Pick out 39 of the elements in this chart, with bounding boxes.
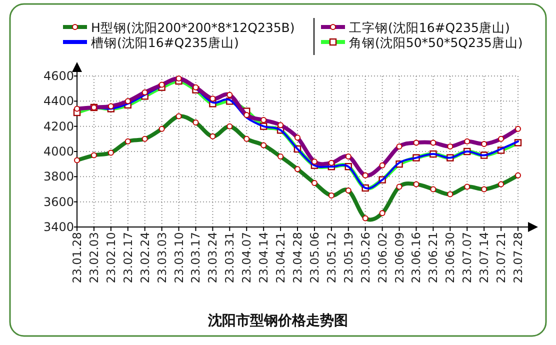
y-tick-label: 4200 <box>43 119 74 134</box>
y-tick-label: 4000 <box>43 144 74 158</box>
legend-label: 槽钢(沈阳16#Q235唐山) <box>91 35 239 50</box>
x-tick-label: 23.06.09 <box>392 232 406 284</box>
x-tick-label: 23.05.26 <box>358 232 372 284</box>
x-tick-label: 23.03.10 <box>172 232 186 284</box>
x-tick-label: 23.05.19 <box>341 232 356 284</box>
x-tick-label: 23.05.12 <box>324 232 338 284</box>
x-tick-label: 23.06.30 <box>443 232 458 284</box>
x-tick-label: 23.06.16 <box>409 232 424 284</box>
x-tick-label: 23.02.17 <box>120 232 135 284</box>
x-tick-label: 23.04.28 <box>290 232 304 284</box>
x-tick-label: 23.04.21 <box>274 232 288 284</box>
x-tick-label: 23.06.02 <box>375 232 390 284</box>
text: 沈阳市型钢价格走势图 <box>207 312 348 329</box>
x-tick-label: 23.04.14 <box>256 232 271 284</box>
x-tick-label: 23.03.24 <box>206 232 220 284</box>
legend-label: H型钢(沈阳200*200*8*12Q235B) <box>91 20 295 35</box>
x-tick-label: 23.06.21 <box>426 232 440 284</box>
y-tick-label: 4400 <box>43 94 74 108</box>
x-tick-label: 23.03.17 <box>188 232 203 284</box>
y-tick-label: 3600 <box>43 194 74 209</box>
x-tick-label: 23.07.21 <box>494 232 508 284</box>
x-tick-label: 23.03.03 <box>154 232 169 284</box>
y-tick-label: 3800 <box>43 170 74 184</box>
x-tick-label: 23.02.24 <box>138 232 152 284</box>
x-tick-label: 23.05.06 <box>307 232 322 284</box>
x-tick-label: 23.07.28 <box>511 232 525 284</box>
x-tick-label: 23.02.03 <box>86 232 101 284</box>
x-tick-label: 23.07.14 <box>477 232 492 284</box>
x-tick-label: 23.04.07 <box>240 232 254 284</box>
y-tick-label: 3400 <box>43 220 74 234</box>
x-tick-label: 23.03.31 <box>222 232 237 284</box>
x-tick-label: 23.07.07 <box>460 232 474 284</box>
legend-label: 工字钢(沈阳16#Q235唐山) <box>349 20 510 35</box>
x-tick-label: 23.02.10 <box>104 232 118 284</box>
y-tick-label: 4600 <box>43 69 74 83</box>
legend-label: 角钢(沈阳50*50*5Q235唐山) <box>349 35 523 50</box>
x-tick-label: 23.01.28 <box>70 232 84 284</box>
